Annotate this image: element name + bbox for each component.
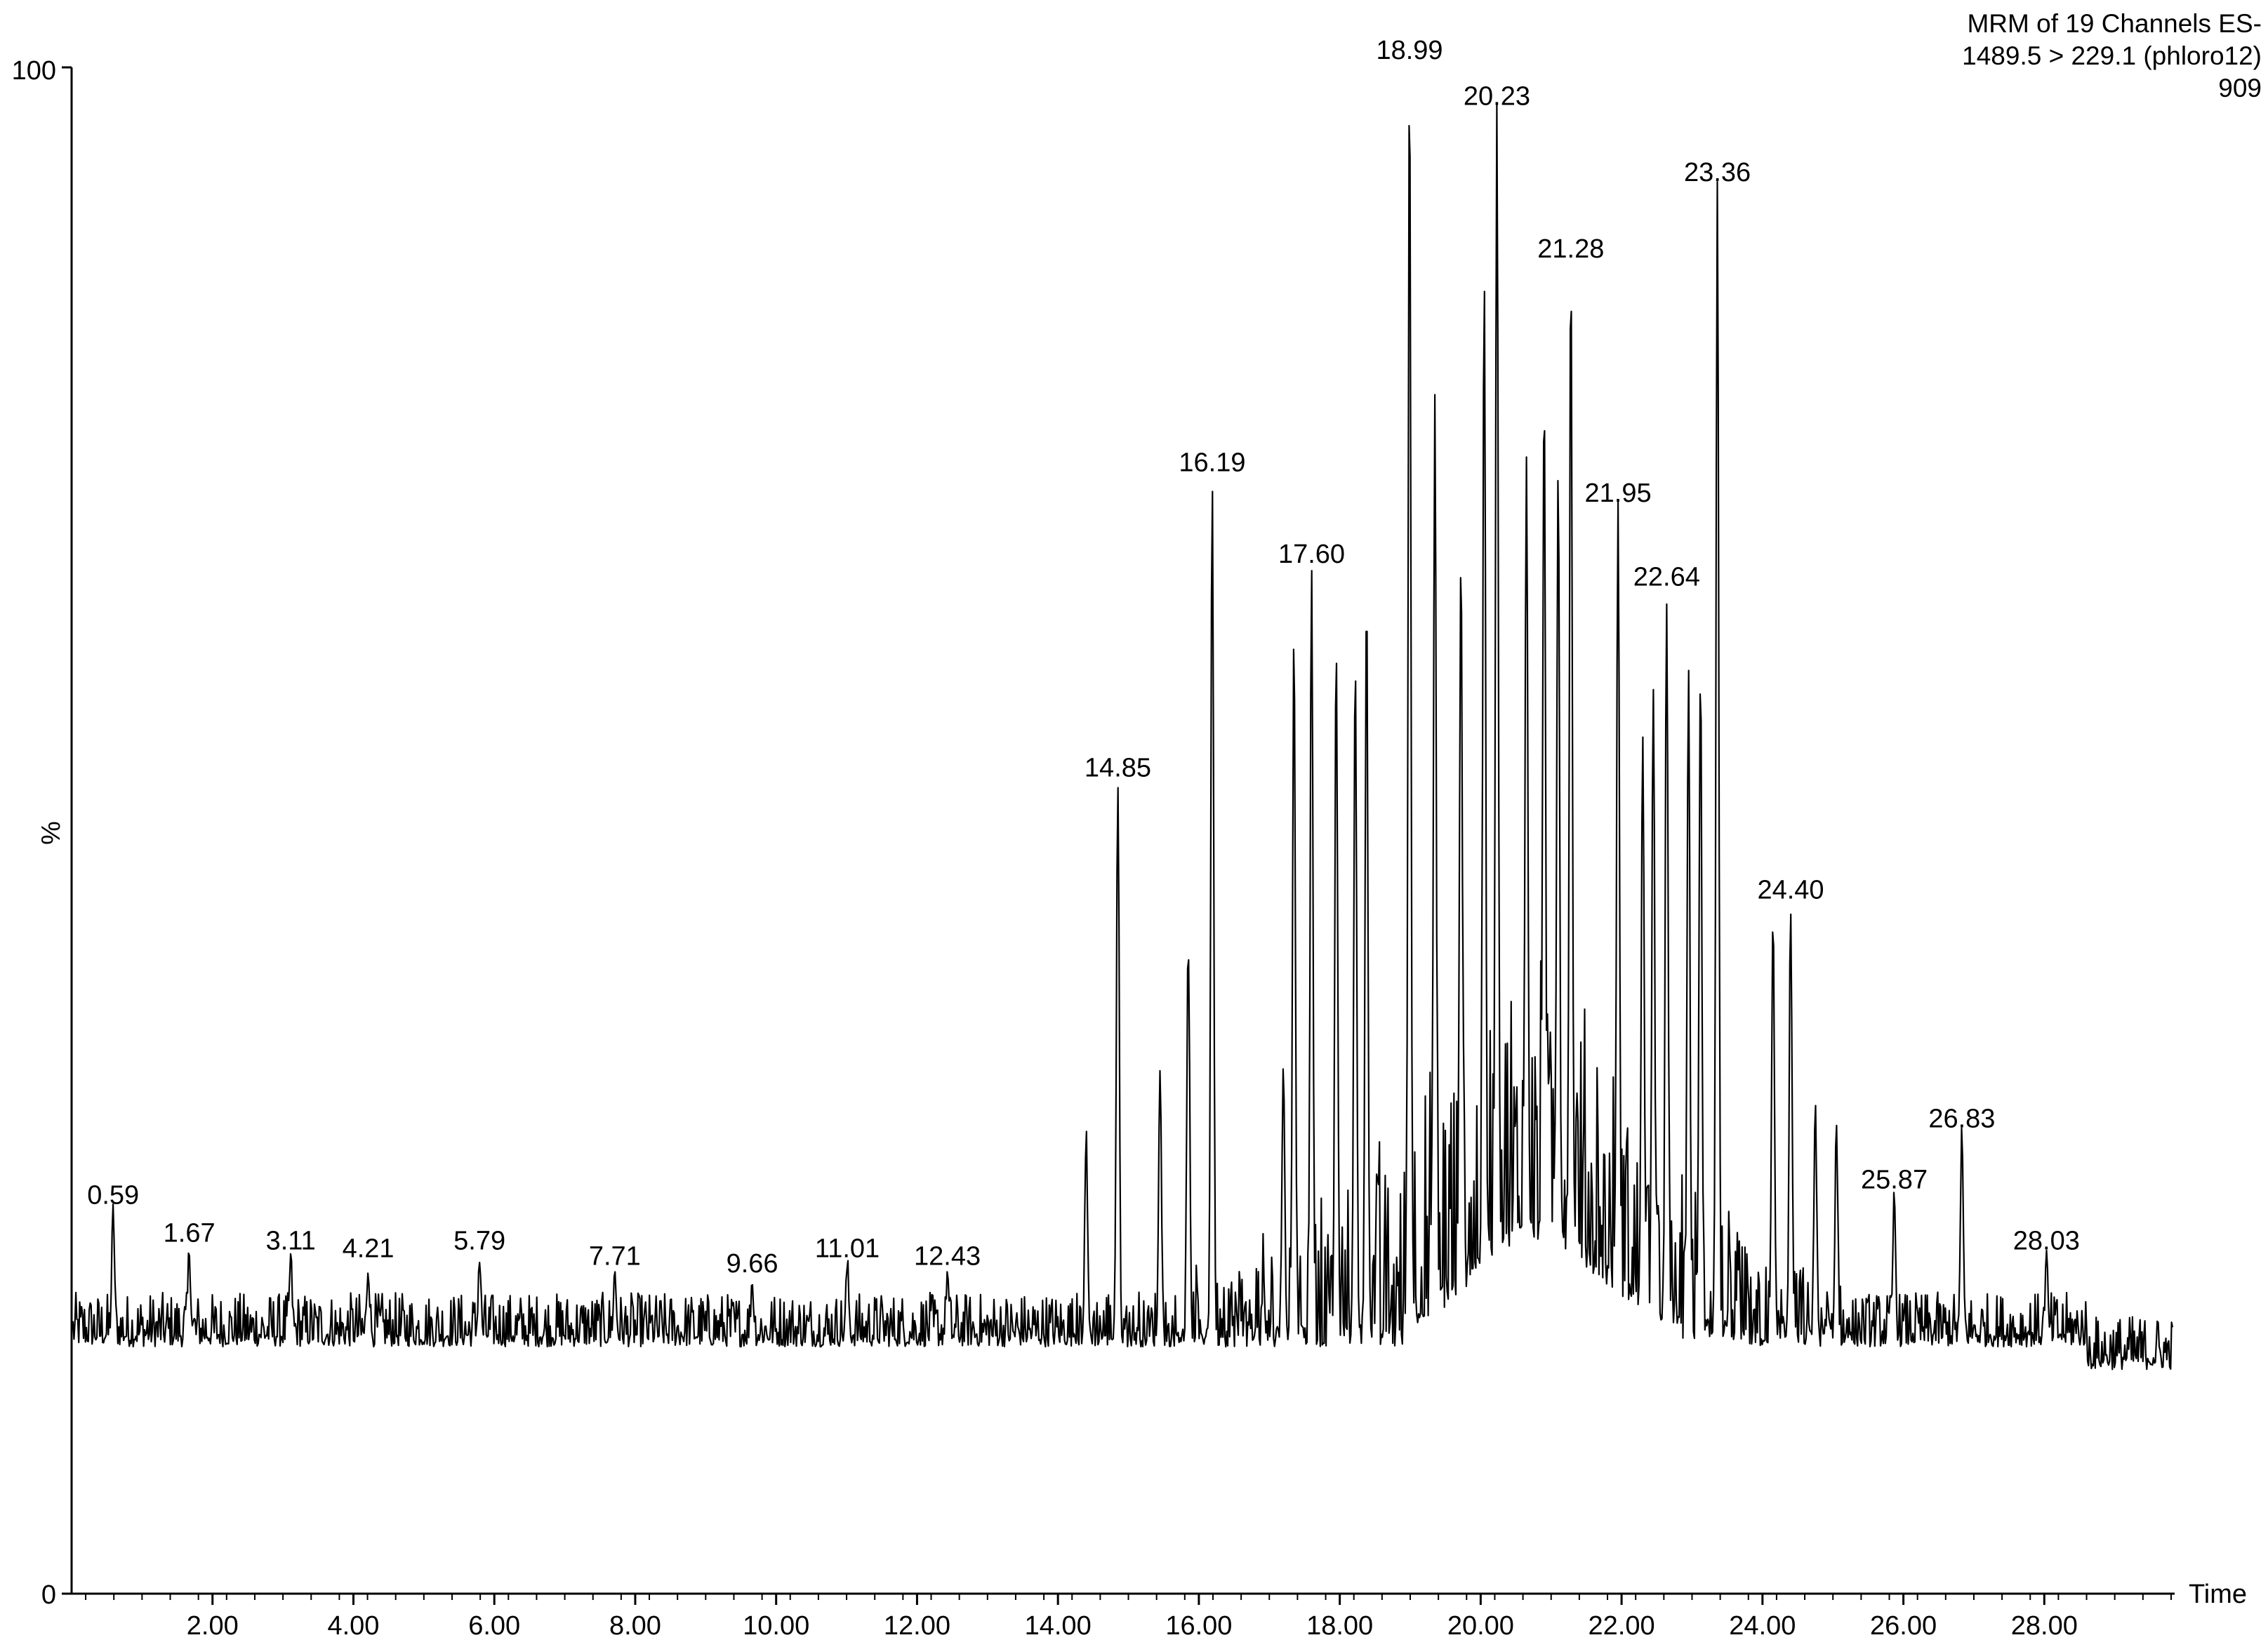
peak-label: 25.87 xyxy=(1861,1166,1928,1195)
x-tick-label: 8.00 xyxy=(609,1611,661,1641)
peak-label: 21.28 xyxy=(1537,234,1604,264)
peak-label: 12.43 xyxy=(914,1241,981,1271)
x-tick-label: 6.00 xyxy=(468,1611,520,1641)
peak-label: 24.40 xyxy=(1757,875,1824,905)
plot-area: 0.59 1.67 3.11 4.21 5.79 7.71 9.66 11.01 12.43 14… xyxy=(72,36,2174,1371)
peak-label: 4.21 xyxy=(343,1234,394,1263)
x-tick-label: 2.00 xyxy=(187,1611,239,1641)
peak-label: 18.99 xyxy=(1376,36,1443,65)
peak-labels: 0.59 1.67 3.11 4.21 5.79 7.71 9.66 11.01 12.43 14… xyxy=(87,36,2080,1279)
header-line-3: 909 xyxy=(2218,74,2262,102)
peak-label: 26.83 xyxy=(1928,1105,1995,1134)
peak-label: 0.59 xyxy=(87,1180,139,1210)
peak-label: 3.11 xyxy=(266,1227,316,1256)
peak-label: 7.71 xyxy=(589,1241,641,1271)
peak-label: 1.67 xyxy=(164,1219,215,1248)
peak-label: 17.60 xyxy=(1278,540,1345,569)
x-tick-label: 14.00 xyxy=(1025,1611,1092,1641)
x-tick-label: 22.00 xyxy=(1589,1611,1655,1641)
x-tick-label: 4.00 xyxy=(327,1611,379,1641)
peak-label: 11.01 xyxy=(815,1234,880,1263)
y-axis-label: % xyxy=(37,821,66,845)
x-tick-label: 12.00 xyxy=(884,1611,950,1641)
x-tick-label: 18.00 xyxy=(1306,1611,1373,1641)
y-tick-label-0: 0 xyxy=(41,1580,56,1610)
chromatogram-trace xyxy=(72,102,2174,1371)
y-tick-label-100: 100 xyxy=(12,56,56,86)
x-tick-label: 20.00 xyxy=(1447,1611,1514,1641)
x-tick-label: 24.00 xyxy=(1729,1611,1796,1641)
axes: % Time 100 0 2.00 4.00 6.00 8.00 10.00 12.00 1… xyxy=(12,56,2247,1641)
peak-label: 14.85 xyxy=(1085,753,1151,782)
peak-label: 5.79 xyxy=(453,1227,505,1256)
x-axis-label: Time xyxy=(2189,1580,2247,1609)
peak-label: 16.19 xyxy=(1179,448,1245,477)
x-ticks: 2.00 4.00 6.00 8.00 10.00 12.00 14.00 16.00 18.0… xyxy=(187,1594,2078,1641)
x-minor-ticks xyxy=(85,1594,2172,1600)
peak-label: 9.66 xyxy=(727,1249,778,1279)
peak-label: 22.64 xyxy=(1633,562,1700,592)
chart-header: MRM of 19 Channels ES- 1489.5 > 229.1 (p… xyxy=(1962,9,2262,102)
x-tick-label: 16.00 xyxy=(1165,1611,1232,1641)
header-line-2: 1489.5 > 229.1 (phloro12) xyxy=(1962,41,2262,70)
peak-label: 23.36 xyxy=(1684,158,1751,187)
x-tick-label: 28.00 xyxy=(2011,1611,2078,1641)
x-tick-label: 26.00 xyxy=(1870,1611,1937,1641)
peak-label: 20.23 xyxy=(1464,81,1530,111)
peak-label: 21.95 xyxy=(1585,479,1652,508)
header-line-1: MRM of 19 Channels ES- xyxy=(1967,9,2262,38)
x-tick-label: 10.00 xyxy=(743,1611,809,1641)
peak-label: 28.03 xyxy=(2013,1227,2080,1256)
